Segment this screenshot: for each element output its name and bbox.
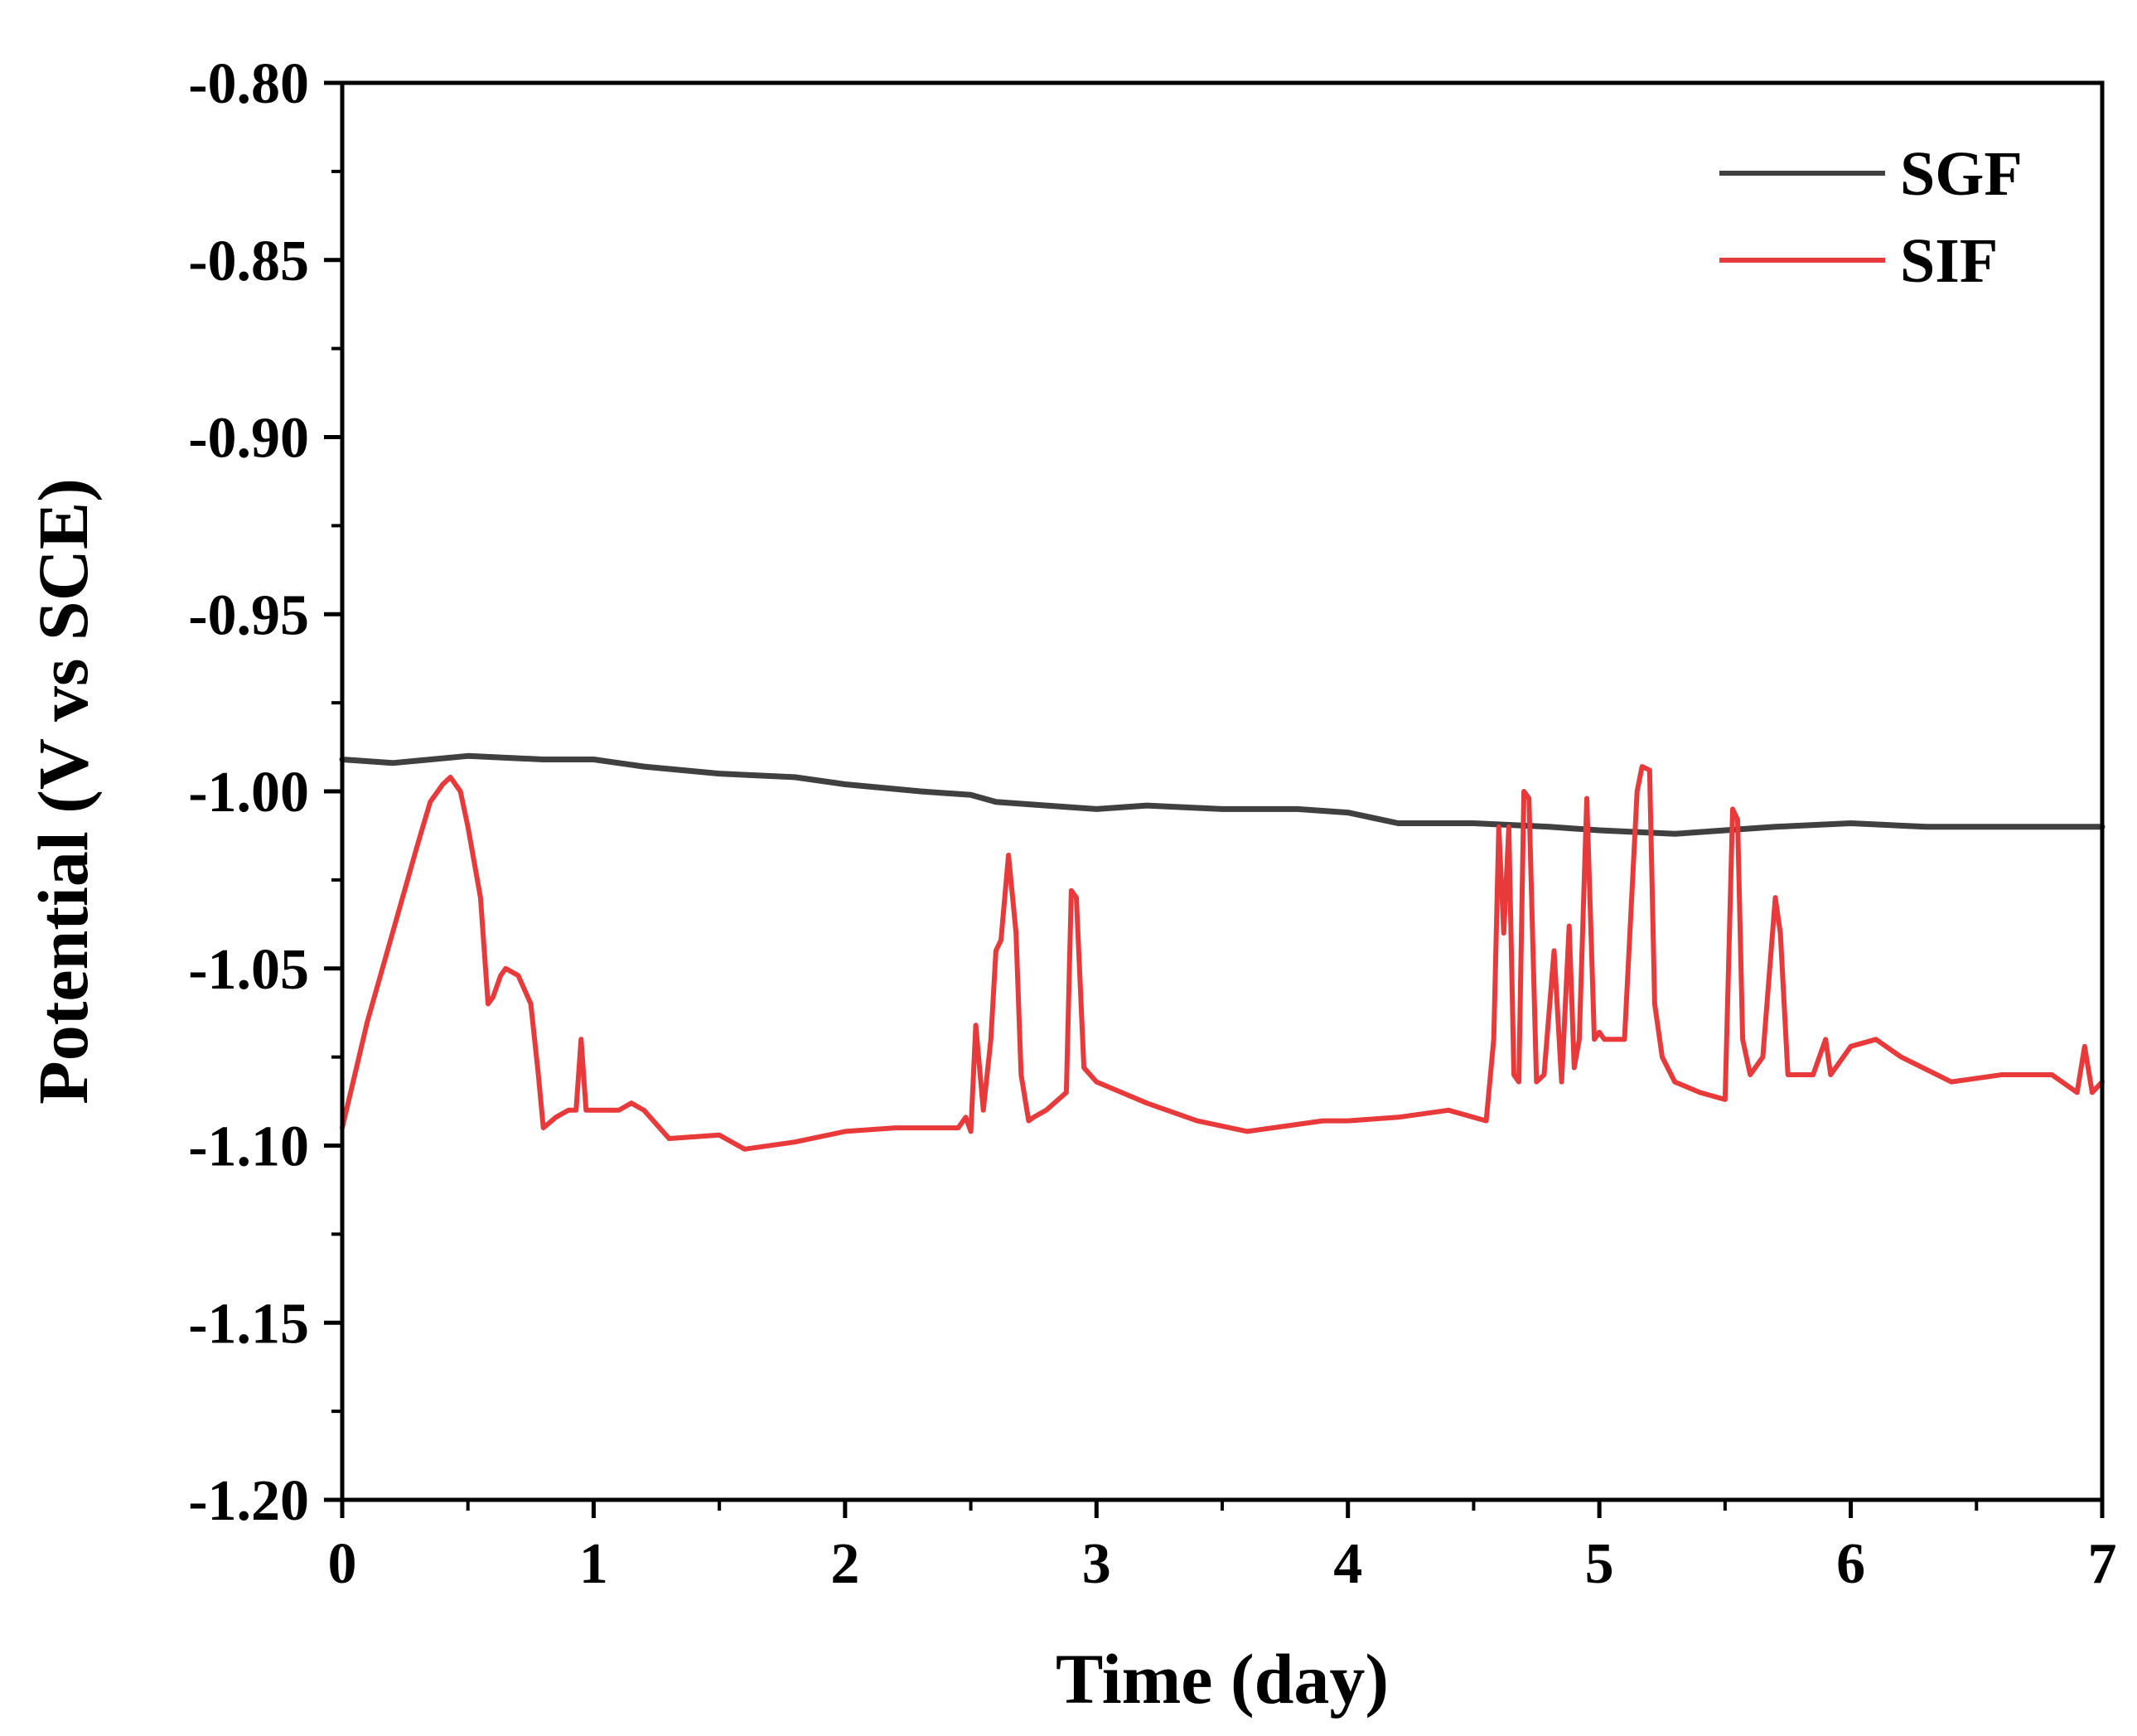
y-tick-label: -1.20 <box>188 1469 309 1533</box>
legend-label-sif: SIF <box>1900 226 1998 296</box>
series-line-sif <box>340 764 2105 1152</box>
x-tick-label: 1 <box>579 1532 608 1596</box>
x-axis: 0 1 2 3 4 5 6 7 <box>328 1500 2117 1596</box>
y-tick-label: -1.10 <box>188 1115 309 1179</box>
series-line-sgf <box>339 752 2106 837</box>
x-tick-label: 3 <box>1082 1532 1111 1596</box>
plot-frame <box>340 80 2105 1502</box>
y-tick-label: -0.95 <box>188 583 309 647</box>
x-tick-label: 6 <box>1836 1532 1865 1596</box>
y-tick-label: -1.05 <box>188 938 309 1002</box>
y-tick-label: -0.85 <box>188 230 309 293</box>
y-tick-label: -0.80 <box>188 52 309 116</box>
legend: SGF SIF <box>1719 139 2023 296</box>
x-tick-label: 0 <box>328 1532 357 1596</box>
x-tick-label: 7 <box>2088 1532 2117 1596</box>
y-axis: -0.80 -0.85 -0.90 -0.95 -1.00 -1.05 -1.10 -1.15… <box>188 52 342 1533</box>
y-tick-label: -1.00 <box>188 761 309 824</box>
x-tick-label: 2 <box>830 1532 859 1596</box>
legend-label-sgf: SGF <box>1900 139 2023 209</box>
y-tick-label: -1.15 <box>188 1292 309 1356</box>
x-axis-title: Time (day) <box>1056 1639 1389 1719</box>
x-tick-label: 5 <box>1585 1532 1614 1596</box>
x-tick-label: 4 <box>1333 1532 1362 1596</box>
series-lines <box>339 752 2106 1152</box>
y-tick-label: -0.90 <box>188 407 309 471</box>
y-axis-title: Potential (V vs SCE) <box>23 478 103 1105</box>
